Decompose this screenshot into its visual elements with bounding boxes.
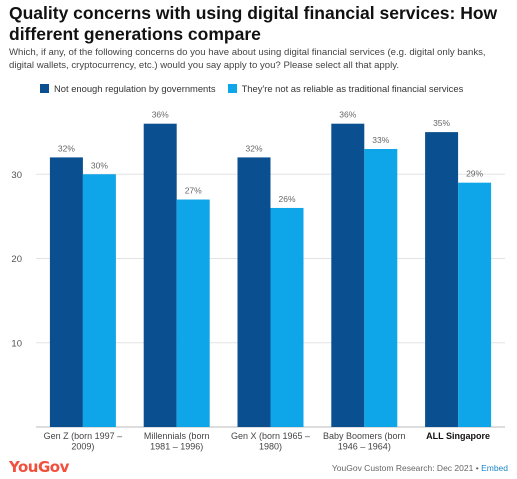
bar [425,132,459,427]
y-tick-label: 10 [11,338,22,349]
legend-label-reliability: They're not as reliable as traditional f… [241,83,464,94]
data-label: 32% [245,143,262,153]
x-tick-label: 2009) [71,442,94,452]
x-tick-label: Gen Z (born 1997 – [44,431,123,441]
bar [270,207,304,427]
chart-title: Quality concerns with using digital fina… [9,3,498,44]
legend-label-regulation: Not enough regulation by governments [54,83,216,94]
footer-source: YouGov Custom Research: Dec 2021 • Embed [332,463,508,473]
chart-subtitle: Which, if any, of the following concerns… [9,47,486,71]
data-label: 27% [185,186,202,196]
embed-link[interactable]: Embed [481,463,508,473]
data-label: 36% [152,110,169,120]
x-tick-label: 1981 – 1996) [150,442,203,452]
data-label: 32% [58,143,75,153]
bar [458,182,492,427]
x-tick-label: 1946 – 1964) [338,442,391,452]
data-label: 33% [372,135,389,145]
bar [49,157,83,427]
legend-swatch-regulation [40,84,49,93]
bar [82,174,116,427]
y-tick-label: 20 [11,254,22,265]
yougov-logo[interactable]: YouGov [9,458,69,476]
data-label: 30% [91,160,108,170]
x-tick-label: ALL Singapore [426,431,490,441]
source-separator: • [475,463,479,473]
data-label: 29% [466,169,483,179]
x-tick-label: Millennials (born [144,431,210,441]
y-tick-label: 30 [11,170,22,181]
legend: Not enough regulation by governments The… [40,83,463,94]
bar [237,157,271,427]
data-label: 36% [339,110,356,120]
legend-swatch-reliability [227,84,237,93]
bar [143,123,177,427]
data-label: 35% [433,118,450,128]
x-tick-label: Gen X (born 1965 – [231,431,310,441]
bar [364,148,398,427]
data-label: 26% [278,194,295,204]
x-tick-label: 1980) [259,442,282,452]
bar [176,199,210,427]
source-text: YouGov Custom Research: Dec 2021 [331,463,474,473]
x-tick-label: Baby Boomers (born [323,431,406,441]
legend-item-regulation[interactable]: Not enough regulation by governments [40,83,216,94]
legend-item-reliability[interactable]: They're not as reliable as traditional f… [227,83,464,94]
bar [331,123,365,427]
